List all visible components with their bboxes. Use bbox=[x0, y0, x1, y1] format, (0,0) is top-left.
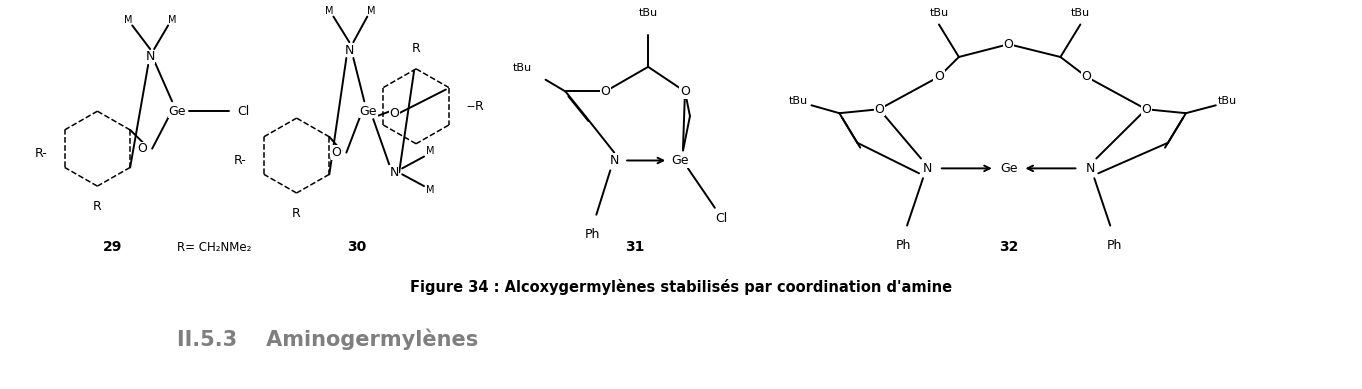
Text: 32: 32 bbox=[998, 240, 1019, 254]
Text: O: O bbox=[601, 85, 610, 98]
Text: R-: R- bbox=[234, 154, 247, 167]
Text: 29: 29 bbox=[102, 240, 123, 254]
Text: Ge: Ge bbox=[360, 105, 377, 118]
Text: N: N bbox=[610, 154, 618, 167]
Text: M: M bbox=[326, 6, 334, 16]
Text: O: O bbox=[390, 107, 399, 120]
Text: Cl: Cl bbox=[237, 105, 249, 118]
Text: tBu: tBu bbox=[1218, 96, 1237, 106]
Text: M: M bbox=[366, 6, 376, 16]
Text: O: O bbox=[1081, 70, 1091, 83]
Text: R-: R- bbox=[35, 147, 48, 160]
Text: Ge: Ge bbox=[169, 105, 185, 118]
Text: tBu: tBu bbox=[929, 7, 948, 18]
Text: 30: 30 bbox=[347, 240, 366, 254]
Text: R: R bbox=[93, 200, 102, 213]
Text: O: O bbox=[1141, 103, 1151, 116]
Text: O: O bbox=[934, 70, 944, 83]
Text: O: O bbox=[1004, 38, 1013, 51]
Text: Ph: Ph bbox=[1106, 239, 1122, 252]
Text: Ph: Ph bbox=[895, 239, 911, 252]
Text: M: M bbox=[426, 145, 434, 156]
Text: tBu: tBu bbox=[1071, 7, 1090, 18]
Text: N: N bbox=[922, 162, 932, 175]
Text: tBu: tBu bbox=[789, 96, 808, 106]
Text: II.5.3    Aminogermylènes: II.5.3 Aminogermylènes bbox=[177, 328, 478, 350]
Text: N: N bbox=[146, 51, 155, 63]
Text: M: M bbox=[124, 14, 132, 25]
Text: M: M bbox=[426, 185, 434, 195]
Text: Figure 34 : Alcoxygermylènes stabilisés par coordination d'amine: Figure 34 : Alcoxygermylènes stabilisés … bbox=[410, 279, 952, 295]
Text: M: M bbox=[168, 14, 176, 25]
Text: Ge: Ge bbox=[671, 154, 689, 167]
Text: tBu: tBu bbox=[639, 7, 658, 18]
Text: R: R bbox=[411, 42, 421, 55]
Text: N: N bbox=[390, 166, 399, 179]
Text: O: O bbox=[874, 103, 884, 116]
Text: O: O bbox=[680, 85, 691, 98]
Text: tBu: tBu bbox=[512, 63, 531, 73]
Text: R: R bbox=[293, 207, 301, 220]
Text: O: O bbox=[138, 142, 147, 155]
Text: 31: 31 bbox=[625, 240, 644, 254]
Text: Cl: Cl bbox=[715, 212, 727, 225]
Text: N: N bbox=[345, 44, 354, 56]
Text: Ge: Ge bbox=[1000, 162, 1017, 175]
Text: --R: --R bbox=[466, 100, 484, 113]
Text: O: O bbox=[331, 146, 342, 159]
Text: N: N bbox=[1086, 162, 1095, 175]
Text: R= CH₂NMe₂: R= CH₂NMe₂ bbox=[177, 241, 252, 254]
Text: Ph: Ph bbox=[584, 228, 601, 240]
